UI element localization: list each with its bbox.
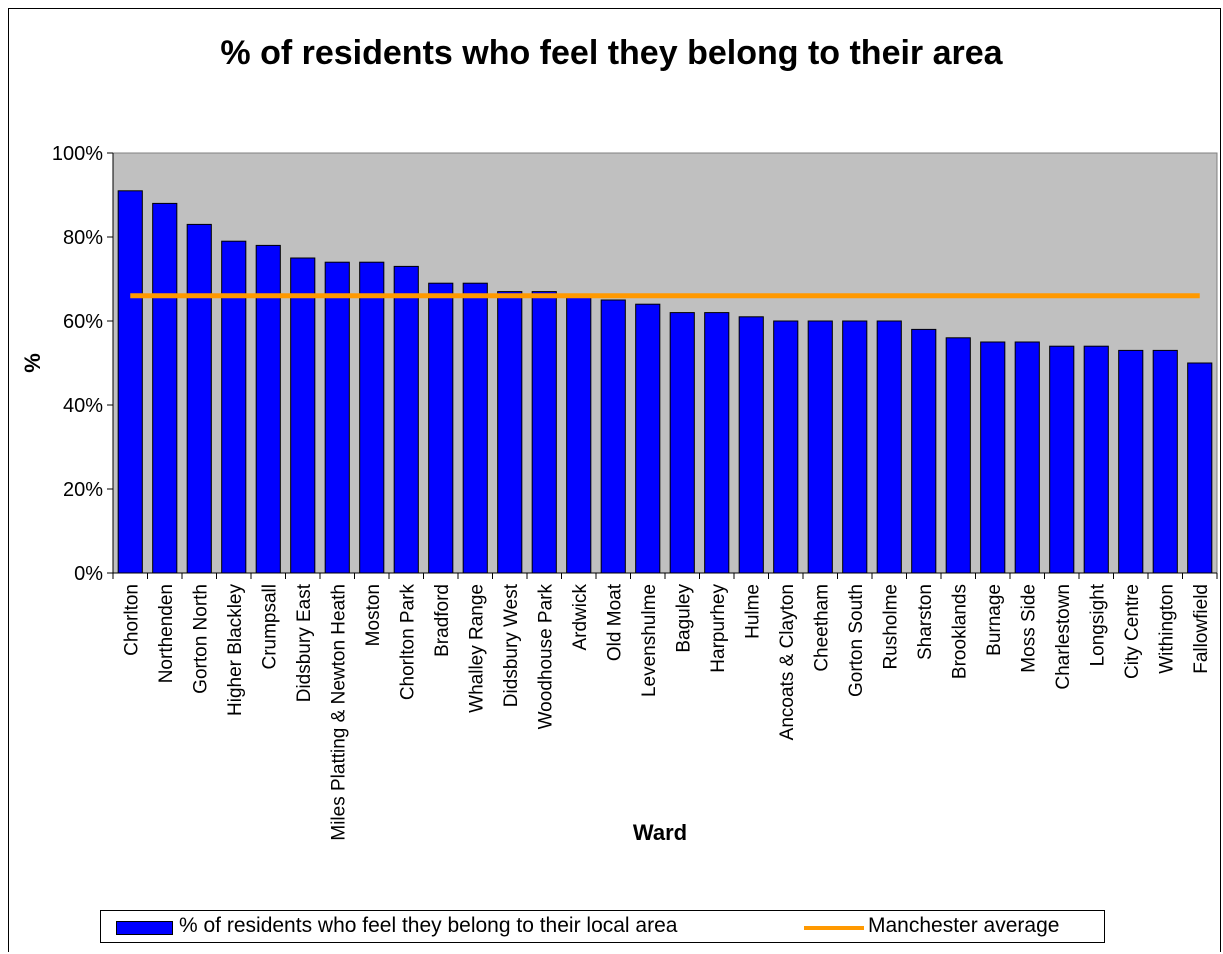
legend-swatch-bar [116,921,173,935]
x-tick-label: Ardwick [570,584,591,651]
x-tick-label: Chorlton [121,584,142,656]
x-tick-label: Burnage [984,584,1005,656]
bar [945,337,971,574]
bar [566,295,592,574]
bar [1083,345,1109,574]
x-tick-label: Moston [363,584,384,646]
bar [531,291,557,574]
x-tick-label: Brooklands [949,584,970,679]
x-tick-label: Charlestown [1053,584,1074,690]
bar [1152,349,1178,574]
bar [773,320,799,574]
y-tick-label: 20% [63,479,103,501]
bar [635,303,661,574]
chart-legend: % of residents who feel they belong to t… [100,910,1105,943]
bar [738,316,764,574]
bar [324,261,350,574]
bar [1014,341,1040,574]
x-tick-label: Harpurhey [708,584,729,673]
bar [393,265,419,574]
x-tick-label: Baguley [673,584,694,653]
x-tick-label: Hulme [742,584,763,639]
y-tick-label: 40% [63,395,103,417]
x-tick-label: Bradford [432,584,453,657]
x-tick-label: Didsbury East [294,583,315,702]
x-tick-label: Gorton North [190,584,211,694]
x-tick-label: Gorton South [846,584,867,697]
legend-label-bars: % of residents who feel they belong to t… [179,914,678,937]
chart-title: % of residents who feel they belong to t… [220,34,1003,72]
x-tick-label: Ancoats & Clayton [777,584,798,740]
x-tick-label: Didsbury West [501,583,522,707]
x-tick-label: Fallowfield [1191,584,1212,674]
x-tick-label: Whalley Range [466,584,487,713]
x-tick-label: Miles Platting & Newton Heath [328,584,349,841]
bar [807,320,833,574]
bar [359,261,385,574]
y-axis-title: % [20,353,45,373]
x-tick-label: Levenshulme [639,584,660,697]
y-tick-label: 60% [63,311,103,333]
bar [117,190,143,574]
y-tick-label: 80% [63,227,103,249]
x-tick-label: Crumpsall [259,584,280,670]
legend-label-average: Manchester average [868,914,1060,937]
bar [1049,345,1075,574]
bar [1187,362,1213,574]
bar [980,341,1006,574]
y-tick-label: 0% [74,563,103,585]
bar [428,282,454,574]
y-tick-label: 100% [52,143,103,165]
bar [497,291,523,574]
legend-swatch-line [804,926,864,930]
x-tick-label: Old Moat [604,583,625,661]
bar [669,312,695,574]
bar [1118,349,1144,574]
bar [911,328,937,574]
x-tick-label: Sharston [915,584,936,660]
x-tick-label: Higher Blackley [225,584,246,716]
x-axis-title: Ward [633,820,687,845]
x-tick-label: Moss Side [1018,584,1039,673]
bar [704,312,730,574]
x-tick-label: Woodhouse Park [535,584,556,730]
x-tick-label: Rusholme [880,584,901,670]
bar [152,202,178,574]
bar [842,320,868,574]
bar [221,240,247,574]
bar [600,299,626,574]
bar [462,282,488,574]
x-tick-label: Withington [1156,584,1177,674]
bar [186,223,212,574]
bar [876,320,902,574]
x-tick-label: Northenden [156,584,177,683]
bar [255,244,281,574]
x-tick-label: Cheetham [811,584,832,672]
x-tick-label: City Centre [1122,584,1143,679]
x-tick-label: Chorlton Park [397,584,418,701]
bar [290,257,316,574]
x-tick-label: Longsight [1087,583,1108,666]
